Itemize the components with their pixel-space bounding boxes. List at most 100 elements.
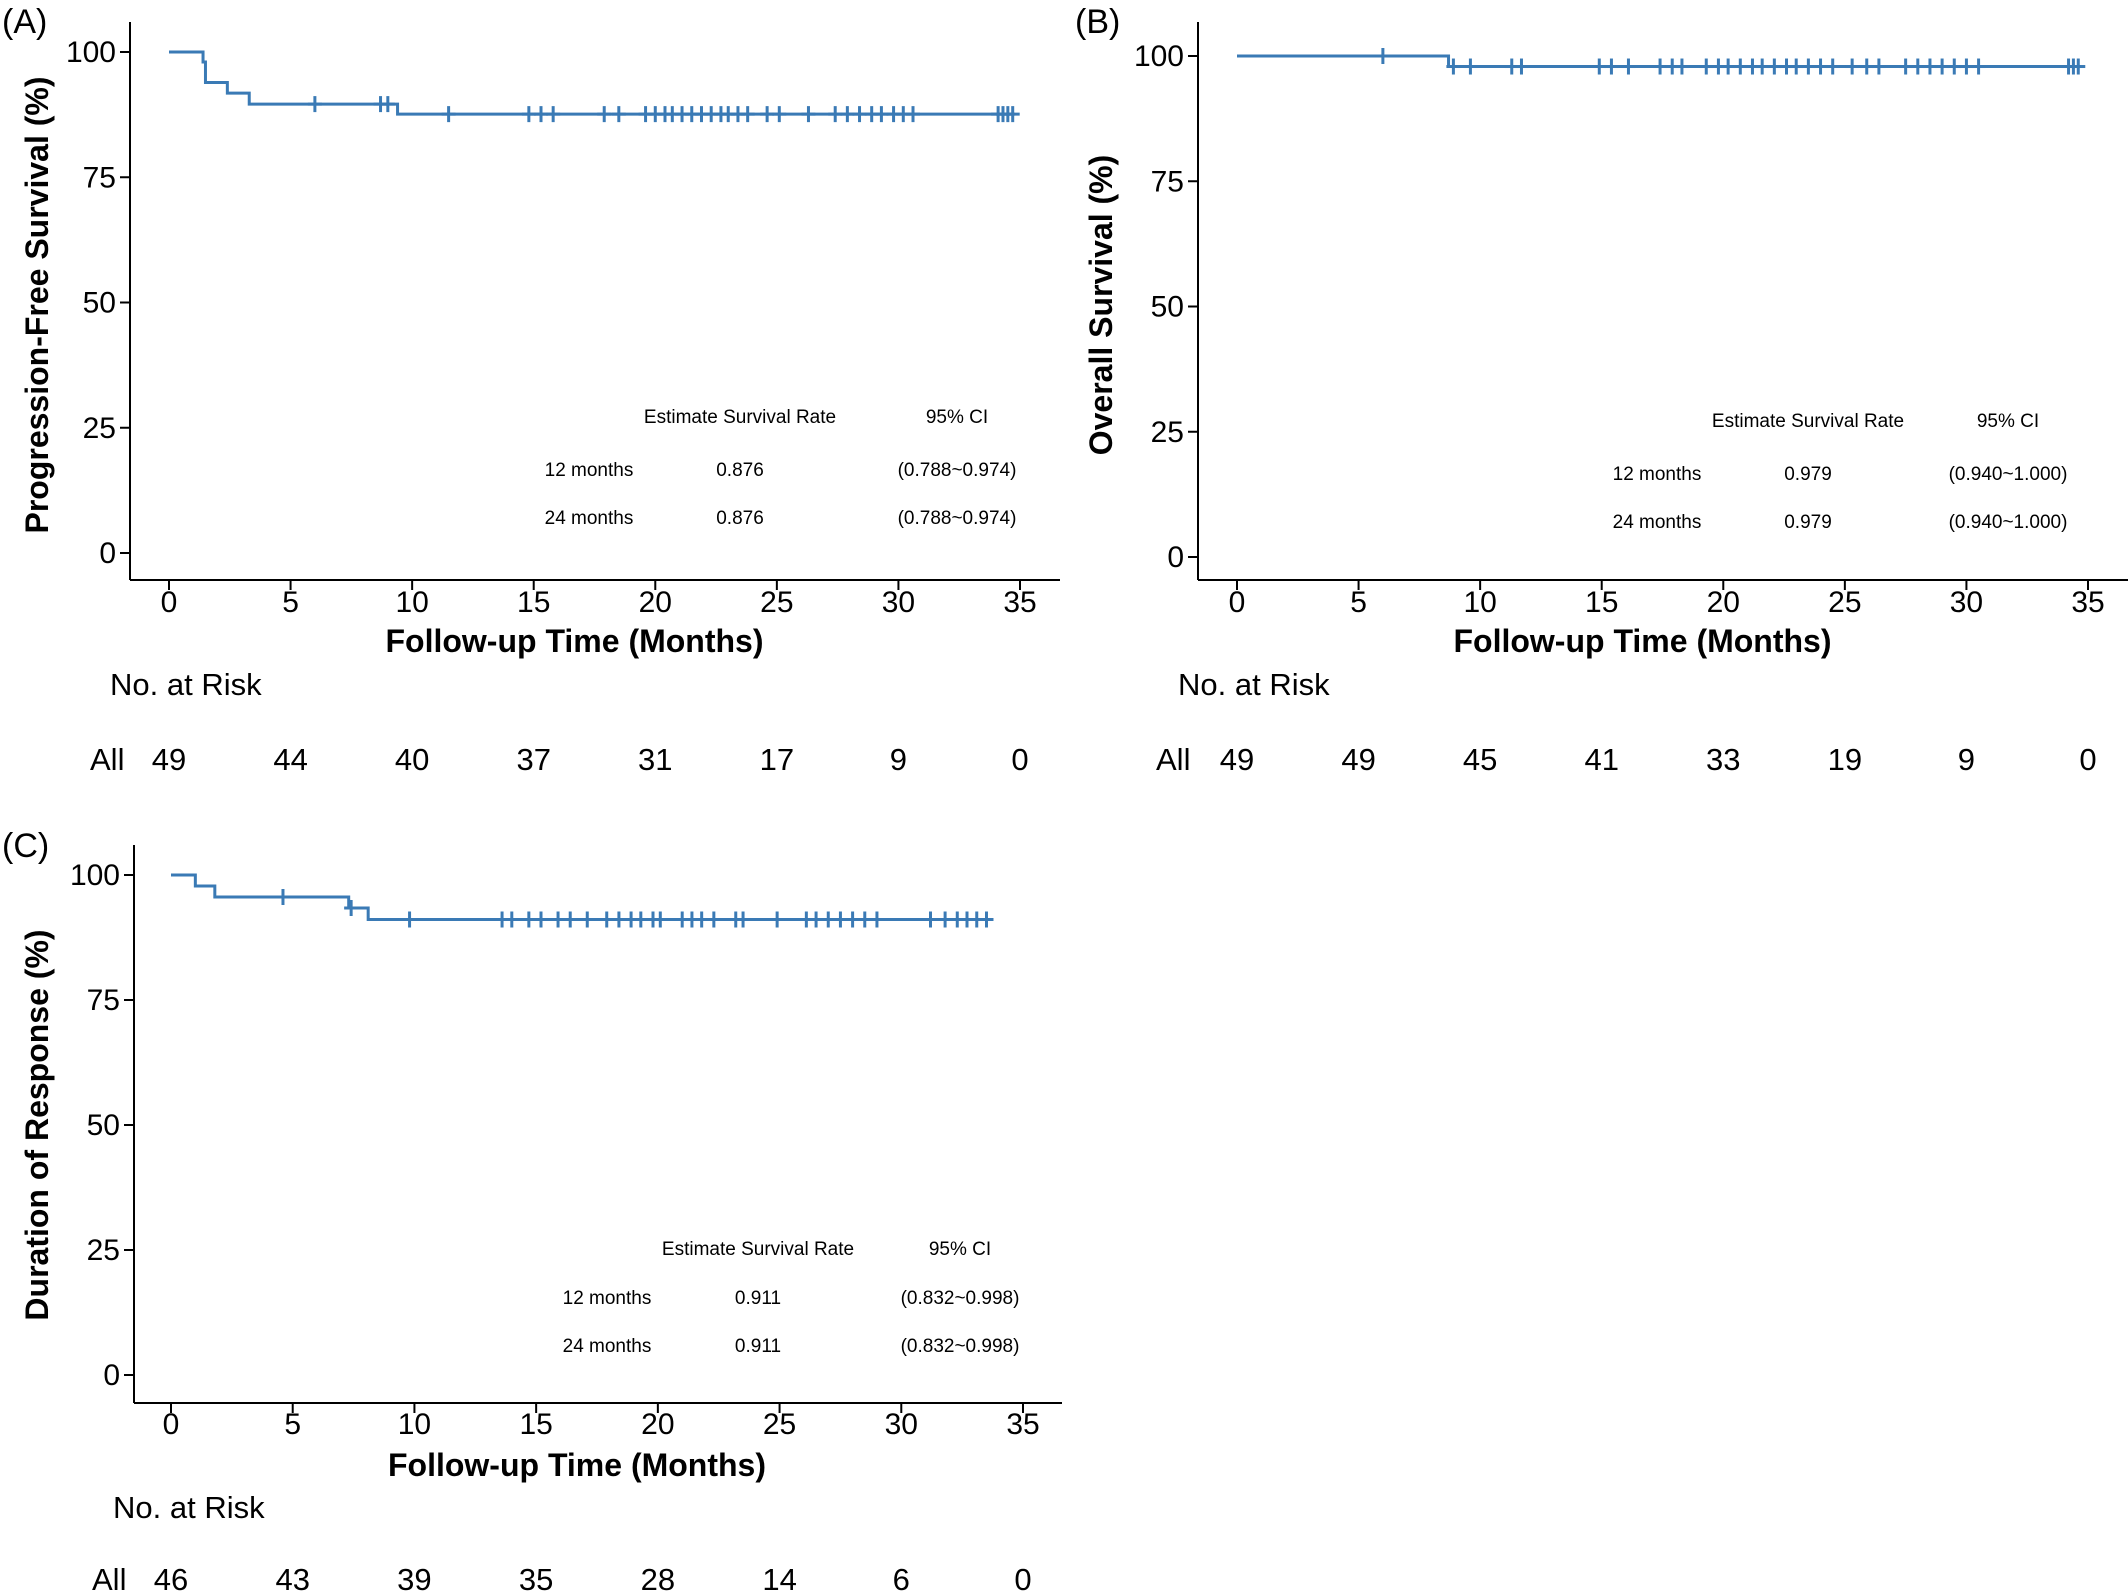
x-tick-label: 0 (163, 1408, 180, 1441)
risk-count: 0 (1011, 742, 1028, 777)
x-tick-label: 25 (760, 586, 793, 619)
risk-count: 43 (275, 1562, 309, 1593)
risk-count: 0 (1014, 1562, 1031, 1593)
censor-mark (1653, 58, 1668, 75)
censor-mark (1825, 58, 1840, 75)
y-tick-label: 25 (83, 412, 116, 445)
risk-row-label: All (92, 1562, 126, 1593)
censor-mark (869, 911, 884, 928)
censor-mark (1871, 58, 1886, 75)
censor-mark (1935, 58, 1950, 75)
censor-mark (504, 911, 519, 928)
risk-count: 46 (154, 1562, 188, 1593)
summary-row-ci: (0.832~0.998) (901, 1288, 1020, 1309)
risk-row-label: All (90, 742, 124, 777)
risk-count: 49 (152, 742, 186, 777)
censor-mark (597, 106, 612, 123)
summary-row-label: 12 months (563, 1288, 652, 1309)
summary-row-label: 12 months (545, 460, 634, 481)
risk-count: 44 (273, 742, 307, 777)
x-tick-label: 0 (1229, 586, 1246, 619)
x-tick-label: 35 (1003, 586, 1036, 619)
y-tick-label: 75 (1151, 165, 1184, 198)
censor-mark (534, 911, 549, 928)
censor-mark (441, 106, 456, 123)
risk-count: 9 (890, 742, 907, 777)
censor-mark (706, 911, 721, 928)
censor-mark (1604, 58, 1619, 75)
y-tick-label: 75 (87, 984, 120, 1017)
summary-row-label: 24 months (545, 508, 634, 529)
censor-mark (809, 911, 824, 928)
panel-label: (B) (1075, 3, 1120, 41)
censor-mark (1733, 58, 1748, 75)
survival-curve (169, 50, 1013, 116)
censor-mark (599, 911, 614, 928)
censor-mark (828, 106, 843, 123)
y-tick-label: 0 (1167, 541, 1184, 574)
censor-mark (1674, 58, 1689, 75)
x-tick-label: 15 (1585, 586, 1618, 619)
censor-mark (840, 106, 855, 123)
risk-count: 0 (2079, 742, 2096, 777)
y-tick-label: 75 (83, 161, 116, 194)
censor-mark (874, 106, 889, 123)
censor-mark (760, 106, 775, 123)
x-tick-label: 25 (1828, 586, 1861, 619)
x-tick-label: 10 (1463, 586, 1496, 619)
censor-mark (1910, 58, 1925, 75)
censor-mark (1721, 58, 1736, 75)
summary-row-ci: (0.788~0.974) (898, 460, 1017, 481)
x-tick-label: 10 (398, 1408, 431, 1441)
risk-count: 17 (760, 742, 794, 777)
censor-mark (402, 911, 417, 928)
x-tick-label: 20 (641, 1408, 674, 1441)
censor-mark (833, 911, 848, 928)
x-tick-label: 30 (1950, 586, 1983, 619)
summary-header-ci: 95% CI (1977, 411, 2039, 432)
censor-mark (923, 911, 938, 928)
censor-mark (2071, 58, 2086, 75)
y-tick-label: 50 (1151, 291, 1184, 324)
y-tick-label: 25 (1151, 416, 1184, 449)
x-tick-label: 5 (284, 1408, 301, 1441)
censor-mark (1755, 58, 1770, 75)
risk-count: 9 (1958, 742, 1975, 777)
summary-row-ci: (0.940~1.000) (1949, 464, 2068, 485)
censor-mark (1801, 58, 1816, 75)
y-tick-label: 100 (70, 859, 120, 892)
x-tick-label: 20 (639, 586, 672, 619)
x-axis-title: Follow-up Time (Months) (385, 623, 763, 659)
risk-count: 49 (1341, 742, 1375, 777)
censor-mark (694, 911, 709, 928)
y-tick-label: 100 (1134, 40, 1184, 73)
summary-row-estimate: 0.911 (735, 1288, 781, 1309)
y-tick-label: 100 (66, 36, 116, 69)
summary-row-label: 12 months (1613, 464, 1702, 485)
chart-panel-a: (A) 0 25 50 75 100 0 5 10 15 20 25 30 35 Follow-up Tim… (2, 3, 1060, 777)
chart-panel-b: (B) 0 25 50 75 100 0 5 10 15 20 25 30 35 Follow-up Tim… (1075, 3, 2128, 777)
censor-mark (821, 911, 836, 928)
risk-row-label: All (1156, 742, 1190, 777)
censor-mark (1789, 58, 1804, 75)
risk-count: 39 (397, 1562, 431, 1593)
censor-mark (857, 911, 872, 928)
censor-mark (801, 106, 816, 123)
censor-mark (1699, 58, 1714, 75)
summary-row-estimate: 0.876 (716, 508, 764, 529)
x-tick-label: 10 (395, 586, 428, 619)
censor-mark (1813, 58, 1828, 75)
censor-mark (1463, 58, 1478, 75)
summary-row-estimate: 0.876 (716, 460, 764, 481)
x-tick-label: 5 (282, 586, 299, 619)
risk-count: 31 (638, 742, 672, 777)
x-tick-label: 20 (1707, 586, 1740, 619)
risk-table-title: No. at Risk (110, 667, 262, 702)
x-tick-label: 35 (1006, 1408, 1039, 1441)
censor-mark (1514, 58, 1529, 75)
summary-row-estimate: 0.979 (1784, 512, 1832, 533)
censor-mark (633, 911, 648, 928)
summary-row-label: 24 months (563, 1336, 652, 1357)
risk-count: 35 (519, 1562, 553, 1593)
